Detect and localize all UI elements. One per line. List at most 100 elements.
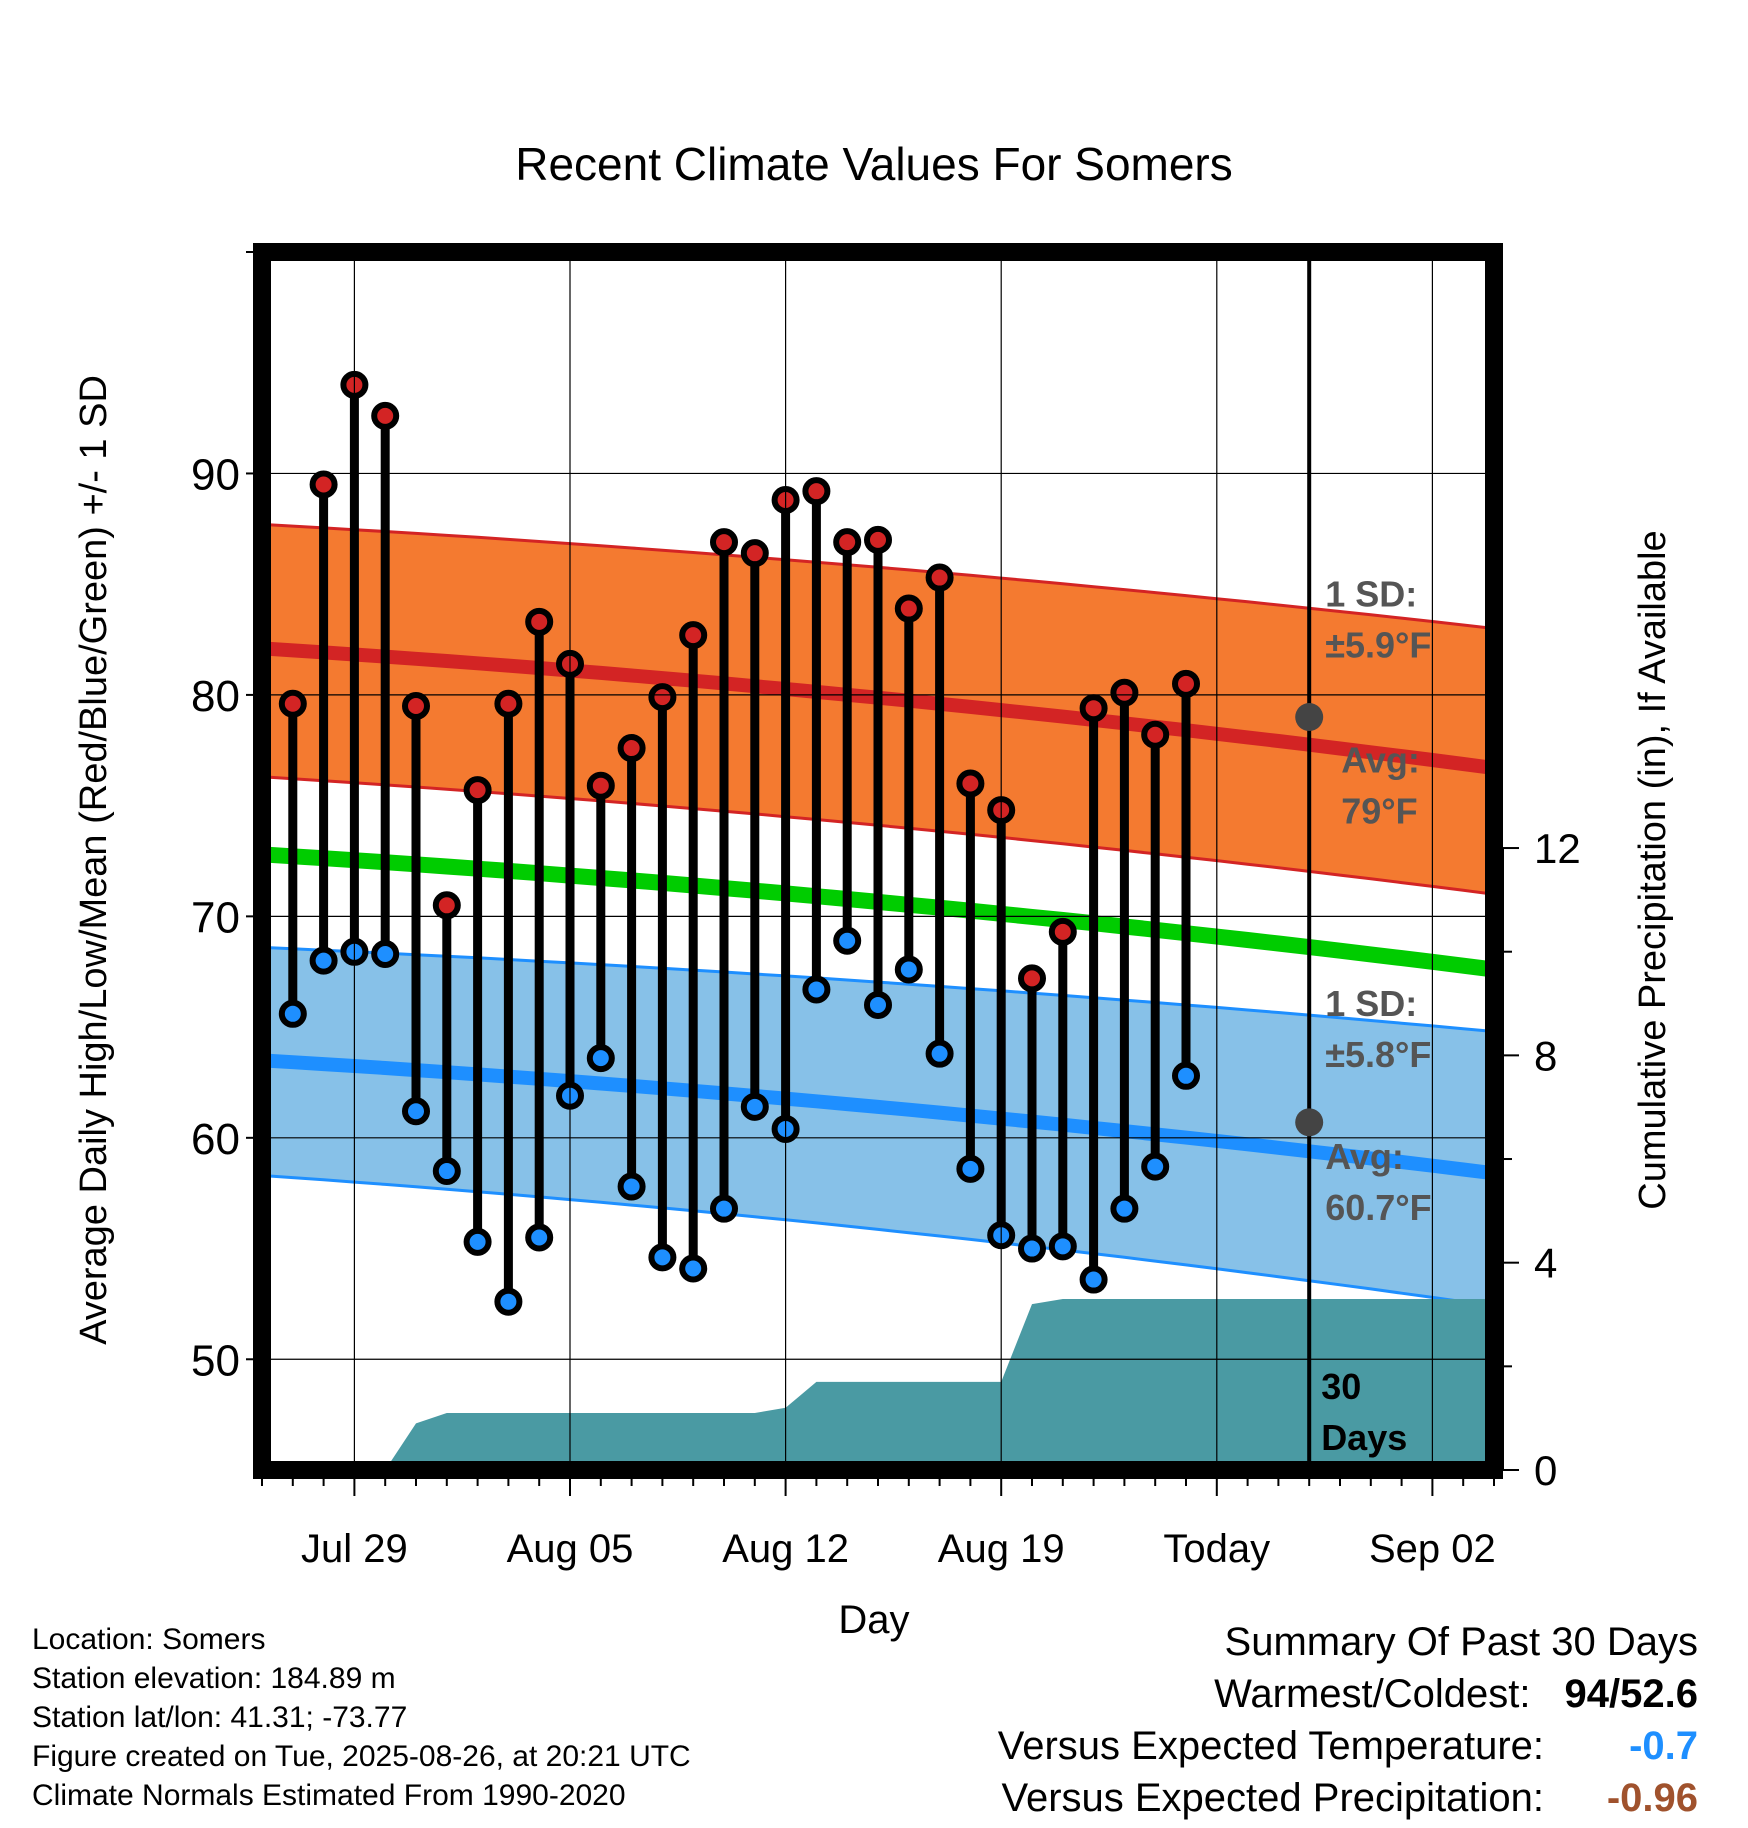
daily-high-point <box>1048 917 1077 946</box>
daily-low-point <box>1048 1232 1077 1261</box>
daily-low-point <box>802 975 831 1004</box>
daily-high-point <box>309 470 338 499</box>
y2-tick-label: 8 <box>1534 1032 1557 1079</box>
low-normal-mean-line <box>262 1053 1494 1181</box>
summary-warmest-coldest: Warmest/Coldest: 94/52.6 <box>1214 1672 1698 1717</box>
x-tick-label: Aug 12 <box>722 1527 849 1571</box>
precip-value: -0.96 <box>1606 1776 1698 1820</box>
y-tick-label: 70 <box>191 893 240 942</box>
daily-low-point <box>1110 1194 1139 1223</box>
daily-low-point <box>1172 1061 1200 1090</box>
created-text: Figure created on Tue, 2025-08-26, at 20… <box>32 1740 691 1773</box>
y2-tick-label: 12 <box>1534 825 1581 872</box>
daily-high-point <box>617 734 646 763</box>
daily-low-point <box>864 990 892 1019</box>
y-tick-label: 50 <box>191 1336 240 1385</box>
chart-title: Recent Climate Values For Somers <box>515 138 1233 190</box>
high-avg-label: Avg: <box>1341 739 1420 780</box>
coldest-value: 52.6 <box>1620 1672 1698 1716</box>
daily-low-point <box>494 1287 523 1316</box>
daily-low-point <box>740 1092 769 1121</box>
low-sd-value: ±5.8°F <box>1325 1034 1431 1075</box>
daily-high-point <box>1141 720 1170 749</box>
x-tick-label: Aug 05 <box>507 1527 634 1571</box>
warmest-coldest-label: Warmest/Coldest: <box>1214 1672 1531 1716</box>
daily-high-point <box>525 607 554 636</box>
daily-low-point <box>956 1154 985 1183</box>
summary-precipitation: Versus Expected Precipitation: -0.96 <box>1001 1776 1698 1821</box>
daily-low-point <box>1018 1234 1046 1263</box>
daily-high-point <box>432 891 461 920</box>
daily-low-point <box>278 999 307 1028</box>
x-tick-label: Today <box>1163 1527 1270 1571</box>
y-axis-label: Average Daily High/Low/Mean (Red/Blue/Gr… <box>73 375 115 1345</box>
daily-high-point <box>956 769 985 798</box>
daily-low-point <box>402 1097 430 1126</box>
daily-high-point <box>802 477 831 506</box>
low-band-lower-edge <box>262 1174 1494 1308</box>
daily-high-point <box>586 771 615 800</box>
x-tick-label: Aug 19 <box>938 1527 1065 1571</box>
daily-high-point <box>679 621 708 650</box>
daily-high-point <box>278 689 307 718</box>
y-tick-label: 60 <box>191 1115 240 1164</box>
daily-low-point <box>833 926 862 955</box>
summary-heading: Summary Of Past 30 Days <box>1224 1620 1698 1664</box>
normals-text: Climate Normals Estimated From 1990-2020 <box>32 1779 626 1812</box>
daily-high-point <box>463 776 492 805</box>
high-sd-value: ±5.9°F <box>1325 624 1431 665</box>
warmest-coldest-value: 94/52.6 <box>1564 1672 1698 1716</box>
daily-low-point <box>1079 1265 1108 1294</box>
daily-high-point <box>494 689 523 718</box>
daily-low-point <box>371 940 400 969</box>
daily-high-point <box>402 691 430 720</box>
station-info: Location: Somers Station elevation: 184.… <box>32 1620 691 1815</box>
low-sd-label: 1 SD: <box>1325 983 1417 1024</box>
daily-high-point <box>710 528 738 557</box>
temp-label: Versus Expected Temperature: <box>997 1724 1544 1768</box>
x-tick-label: Jul 29 <box>301 1527 408 1571</box>
daily-low-point <box>463 1227 492 1256</box>
today-normal-low-marker <box>1295 1108 1324 1137</box>
y-tick-label: 90 <box>191 450 240 499</box>
high-avg-value: 79°F <box>1341 790 1417 831</box>
y-tick-label: 80 <box>191 672 240 721</box>
daily-low-point <box>617 1172 646 1201</box>
plot-frame <box>253 243 1503 1479</box>
summary-temperature: Versus Expected Temperature: -0.7 <box>998 1724 1698 1769</box>
daily-high-point <box>648 683 677 712</box>
daily-low-point <box>925 1039 954 1068</box>
daily-high-point <box>1018 964 1046 993</box>
y2-axis-label: Cumulative Precipitation (in), If Availa… <box>1632 530 1674 1209</box>
daily-low-point <box>309 946 338 975</box>
daily-high-point <box>894 594 923 623</box>
precip-label: Versus Expected Precipitation: <box>1001 1776 1544 1820</box>
temp-value: -0.7 <box>1629 1724 1698 1768</box>
today-days-word: Days <box>1321 1417 1407 1458</box>
high-sd-label: 1 SD: <box>1325 573 1417 614</box>
y2-tick-label: 4 <box>1534 1240 1557 1287</box>
daily-high-point <box>925 563 954 592</box>
daily-high-point <box>1079 694 1108 723</box>
daily-high-point <box>740 539 769 568</box>
latlon-text: Station lat/lon: 41.31; -73.77 <box>32 1701 408 1734</box>
daily-low-point <box>894 955 923 984</box>
today-days-number: 30 <box>1321 1366 1361 1407</box>
x-axis-label: Day <box>838 1598 909 1642</box>
daily-low-point <box>679 1254 708 1283</box>
location-text: Location: Somers <box>32 1623 266 1656</box>
today-normal-high-marker <box>1295 703 1324 732</box>
daily-low-point <box>710 1194 738 1223</box>
low-avg-value: 60.7°F <box>1325 1187 1431 1228</box>
daily-high-point <box>833 528 862 557</box>
x-tick-label: Sep 02 <box>1369 1527 1496 1571</box>
daily-low-point <box>648 1243 677 1272</box>
low-avg-label: Avg: <box>1325 1136 1404 1177</box>
daily-high-point <box>864 525 892 554</box>
daily-low-point <box>525 1223 554 1252</box>
daily-low-point <box>432 1157 461 1186</box>
y2-tick-label: 0 <box>1534 1447 1557 1494</box>
daily-high-point <box>1172 669 1200 698</box>
daily-high-point <box>1110 678 1139 707</box>
